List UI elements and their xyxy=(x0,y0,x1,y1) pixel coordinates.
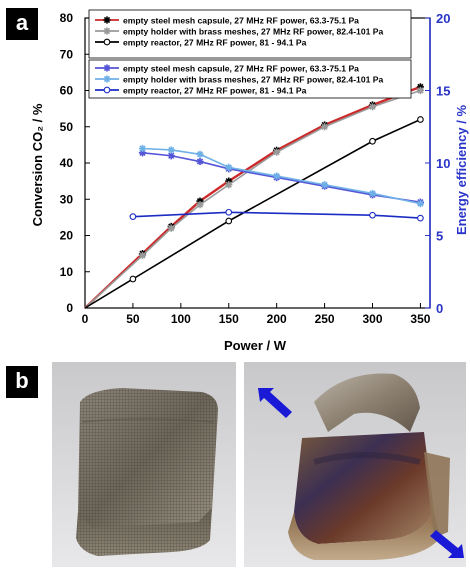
data-point xyxy=(129,275,137,283)
data-point xyxy=(273,172,281,180)
data-point xyxy=(225,163,233,171)
data-point xyxy=(416,199,425,208)
legend-label: empty holder with brass meshes, 27 MHz R… xyxy=(123,75,384,85)
y-left-tick-label: 0 xyxy=(66,301,73,315)
data-point xyxy=(196,201,204,209)
chart-a: 0 50 100 150 200 250 300 350 0 10 20 30 40 50 60 70 80 0 5… xyxy=(30,9,469,353)
legend-item: empty holder with brass meshes, 27 MHz R… xyxy=(95,75,384,85)
legend-label: empty reactor, 27 MHz RF power, 81 - 94.… xyxy=(123,38,307,48)
x-tick-label: 350 xyxy=(410,312,430,326)
legend-marker xyxy=(103,86,111,94)
data-point xyxy=(138,251,147,260)
data-point xyxy=(417,214,424,222)
legend-box-conversion xyxy=(88,9,412,59)
legend-label: empty steel mesh capsule, 27 MHz RF powe… xyxy=(123,64,359,74)
legend-marker xyxy=(103,16,111,24)
series-5 xyxy=(138,144,425,208)
y-left-tick-label: 30 xyxy=(60,192,74,206)
legend-label: empty holder with brass meshes, 27 MHz R… xyxy=(123,27,384,37)
data-point xyxy=(167,152,175,160)
series-2 xyxy=(84,86,425,309)
panel-b-label: b xyxy=(6,366,38,398)
data-point xyxy=(225,181,233,189)
x-tick-label: 300 xyxy=(362,312,382,326)
series-line xyxy=(84,89,421,309)
y-left-tick-label: 70 xyxy=(60,47,74,61)
legend-item: empty holder with brass meshes, 27 MHz R… xyxy=(95,27,384,37)
data-point xyxy=(225,208,233,216)
legend-marker xyxy=(103,75,111,83)
x-tick-label: 0 xyxy=(82,312,89,326)
legend-marker xyxy=(103,64,111,72)
legend-box-efficiency xyxy=(88,59,412,99)
x-tick-label: 50 xyxy=(126,312,140,326)
legend-item: empty reactor, 27 MHz RF power, 81 - 94.… xyxy=(95,86,307,96)
x-tick-label: 200 xyxy=(267,312,287,326)
series-line xyxy=(142,147,421,205)
y-left-tick-label: 60 xyxy=(60,84,74,98)
photo-steel-mesh-capsule-before xyxy=(52,362,236,567)
legend-item: empty steel mesh capsule, 27 MHz RF powe… xyxy=(95,16,359,26)
data-point xyxy=(138,144,147,153)
data-point xyxy=(196,157,204,166)
series-6 xyxy=(129,208,424,222)
arrow-icon xyxy=(430,530,464,558)
legend-item: empty reactor, 27 MHz RF power, 81 - 94.… xyxy=(95,38,307,48)
y-left-axis-label: Conversion CO₂ / % xyxy=(30,103,45,226)
data-point xyxy=(416,86,425,95)
data-point xyxy=(320,123,329,131)
y-right-tick-label: 0 xyxy=(436,301,443,316)
series-line xyxy=(132,211,421,219)
x-axis-label: Power / W xyxy=(224,338,287,353)
y-left-tick-label: 80 xyxy=(60,11,74,25)
data-point xyxy=(167,224,175,232)
x-tick-label: 250 xyxy=(315,312,335,326)
y-right-axis-label: Energy efficiency / % xyxy=(454,105,469,235)
photo-steel-mesh-capsule-after xyxy=(244,362,466,567)
y-left-tick-label: 20 xyxy=(60,229,74,243)
y-right-tick-label: 5 xyxy=(436,229,443,244)
data-point xyxy=(368,189,377,198)
y-right-tick-label: 10 xyxy=(436,156,450,171)
legend-marker xyxy=(103,27,111,35)
data-point xyxy=(369,137,376,145)
legend-marker xyxy=(103,38,111,46)
legend-label: empty reactor, 27 MHz RF power, 81 - 94.… xyxy=(123,86,307,96)
y-right-tick-label: 20 xyxy=(436,11,450,26)
x-tick-label: 150 xyxy=(219,312,239,326)
legend-item: empty steel mesh capsule, 27 MHz RF powe… xyxy=(95,64,359,74)
series-line xyxy=(142,152,421,203)
data-point xyxy=(225,217,233,225)
data-point xyxy=(196,150,204,158)
chart-series xyxy=(84,83,425,309)
chart-legend: empty steel mesh capsule, 27 MHz RF powe… xyxy=(88,9,412,99)
data-point xyxy=(368,103,377,111)
arrow-icon xyxy=(258,388,292,418)
data-point xyxy=(129,213,137,220)
y-left-tick-label: 10 xyxy=(60,265,74,279)
y-left-tick-label: 50 xyxy=(60,120,74,134)
data-point xyxy=(369,211,376,219)
panel-a-label: a xyxy=(6,8,38,40)
data-point xyxy=(417,116,424,123)
y-right-tick-label: 15 xyxy=(436,84,450,99)
legend-label: empty steel mesh capsule, 27 MHz RF powe… xyxy=(123,16,359,26)
y-left-tick-label: 40 xyxy=(60,156,74,170)
x-tick-label: 100 xyxy=(171,312,191,326)
data-point xyxy=(167,146,175,154)
series-3 xyxy=(84,116,424,309)
data-point xyxy=(273,148,281,156)
data-point xyxy=(320,181,329,189)
